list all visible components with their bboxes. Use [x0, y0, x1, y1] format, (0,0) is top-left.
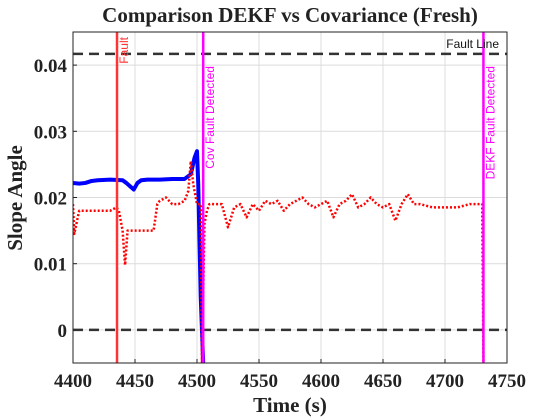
x-tick-label: 4600 — [302, 371, 340, 392]
x-tick-label: 4700 — [426, 371, 464, 392]
y-axis-label: Slope Angle — [3, 145, 27, 251]
y-tick-label: 0.02 — [34, 189, 67, 210]
event-label: Cov Fault Detected — [203, 66, 217, 169]
x-axis-label: Time (s) — [253, 393, 327, 417]
axes-box — [72, 31, 508, 364]
plot-lines — [73, 32, 507, 363]
x-tick-label: 4500 — [178, 371, 216, 392]
event-label: Fault — [117, 36, 131, 63]
x-tick-label: 4400 — [54, 371, 92, 392]
y-tick-label: 0 — [58, 321, 68, 342]
chart-title: Comparison DEKF vs Covariance (Fresh) — [102, 3, 478, 27]
x-tick-label: 4750 — [488, 371, 526, 392]
series-line — [73, 149, 206, 363]
event-label: DEKF Fault Detected — [483, 66, 497, 179]
y-tick-label: 0.03 — [34, 122, 67, 143]
y-tick-label: 0.04 — [34, 56, 68, 77]
x-tick-label: 4450 — [116, 371, 154, 392]
series-line — [73, 159, 485, 363]
reference-label: Fault Line — [446, 37, 499, 51]
labels: 4400 4450 4500 4550 4600 4650 4700 4750 0 0.01 0.0… — [34, 36, 526, 392]
y-tick-label: 0.01 — [34, 255, 67, 276]
x-tick-label: 4550 — [240, 371, 278, 392]
x-tick-label: 4650 — [364, 371, 402, 392]
